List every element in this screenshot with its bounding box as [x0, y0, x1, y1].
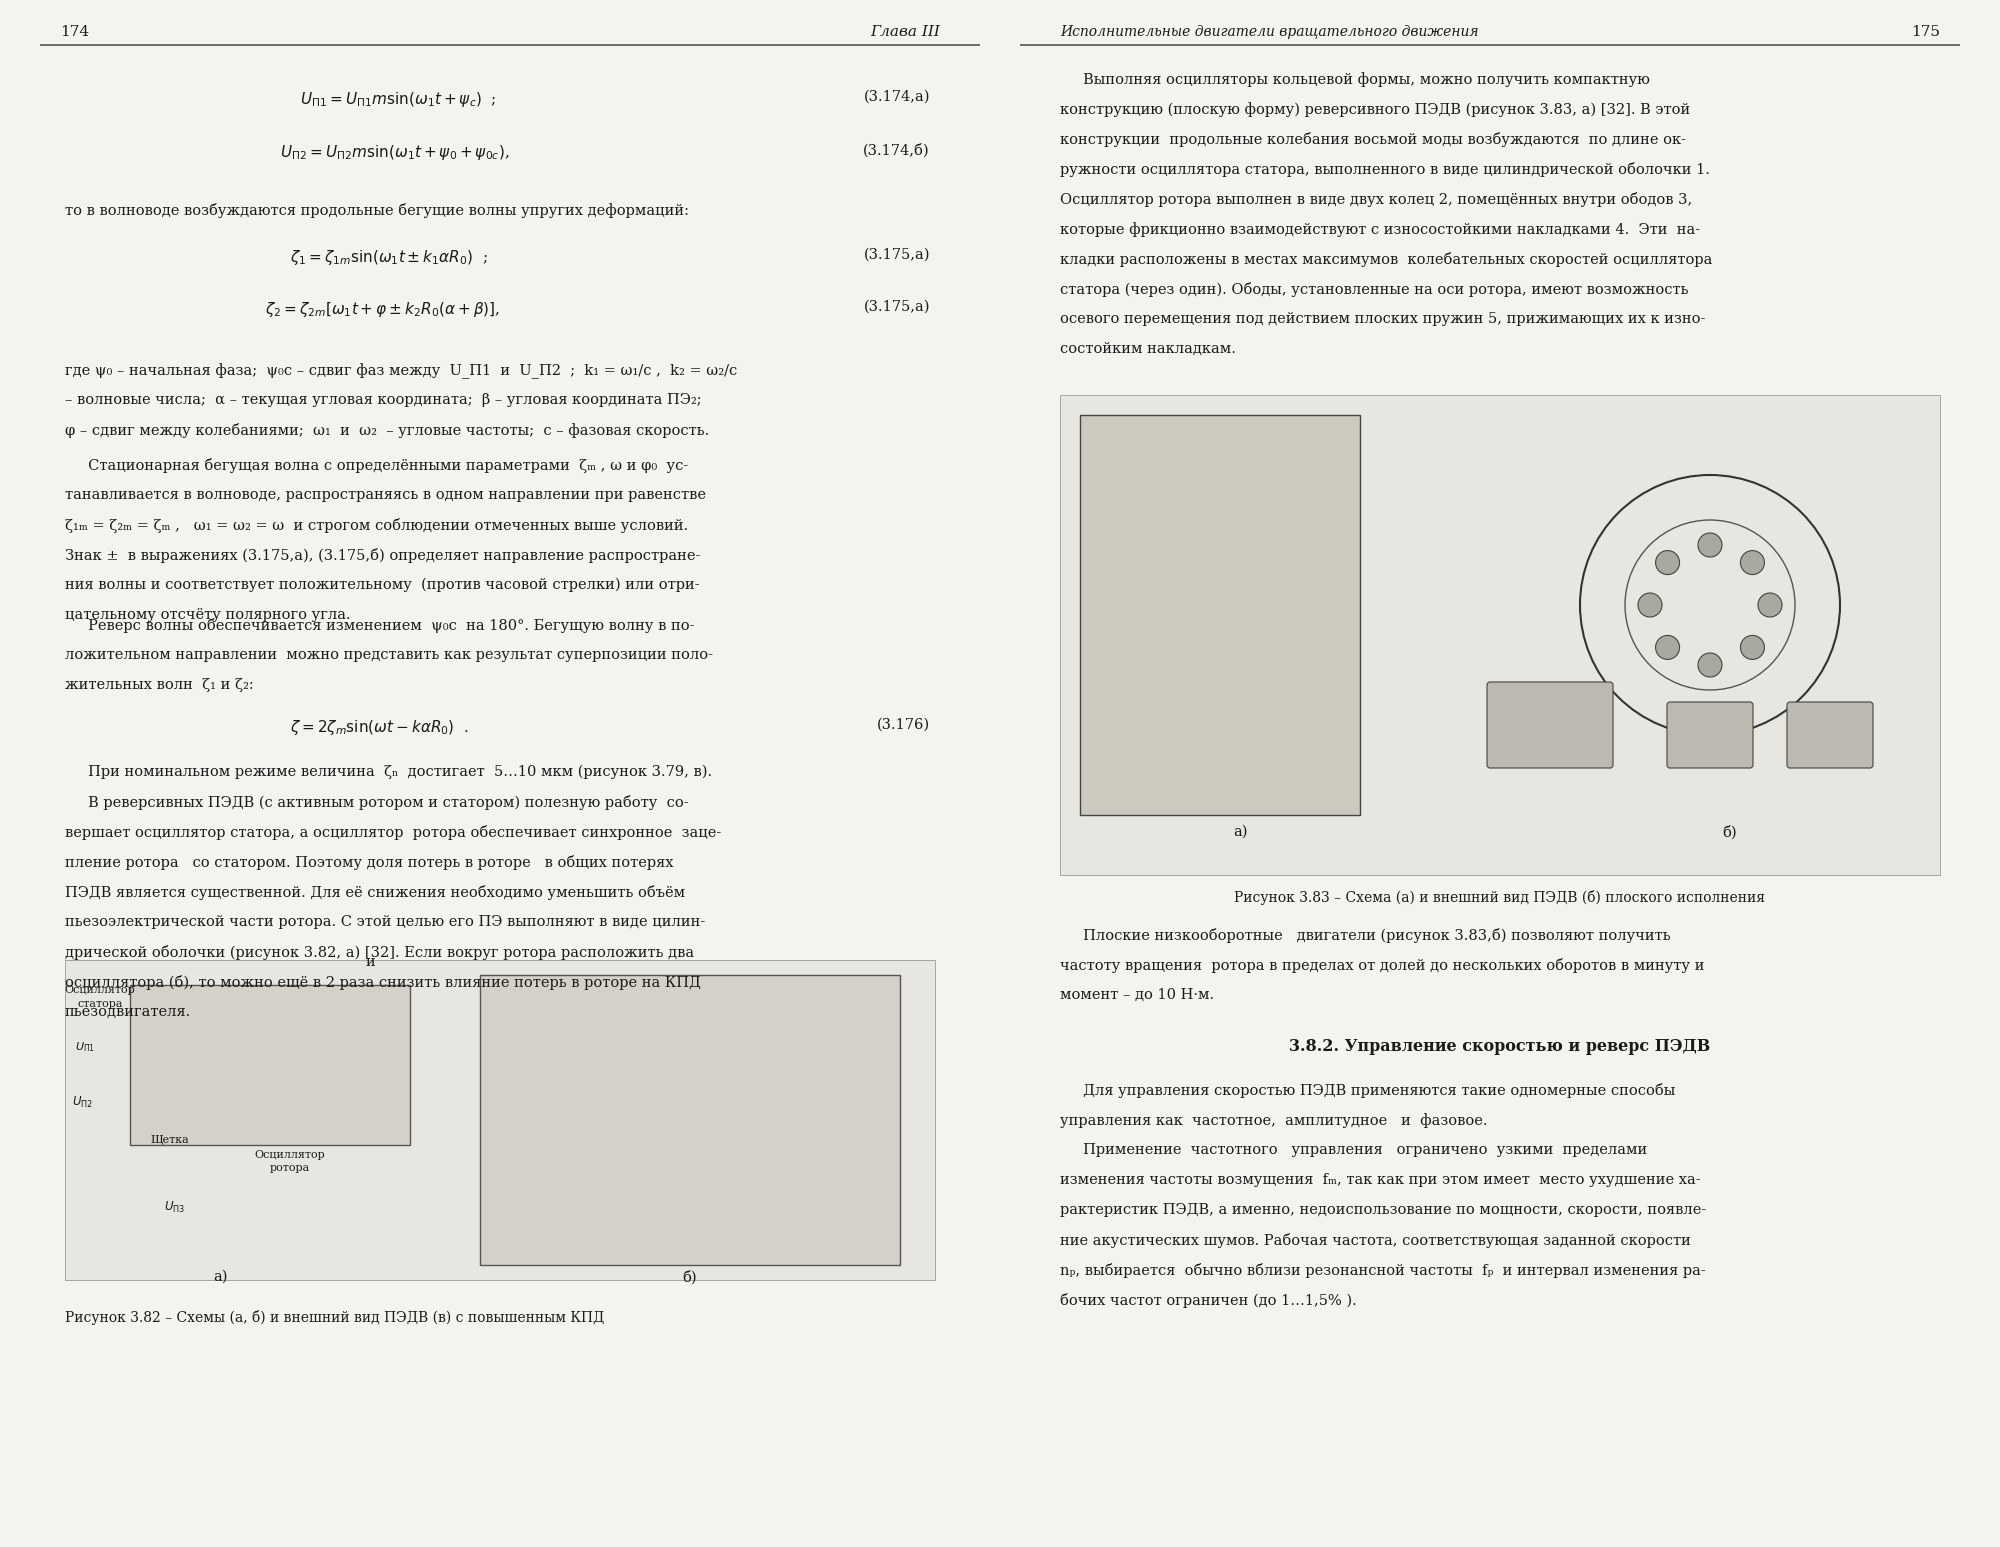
Circle shape [1656, 636, 1680, 659]
FancyBboxPatch shape [130, 985, 410, 1145]
Text: конструкции  продольные колебания восьмой моды возбуждаются  по длине ок-: конструкции продольные колебания восьмой… [1060, 131, 1686, 147]
Text: $U_{\Pi1}$: $U_{\Pi1}$ [74, 1040, 96, 1054]
Text: $\zeta = 2\zeta_m\sin(\omega t - k\alpha R_0)$  .: $\zeta = 2\zeta_m\sin(\omega t - k\alpha… [290, 718, 468, 736]
Text: вершает осциллятор статора, а осциллятор  ротора обеспечивает синхронное  заце-: вершает осциллятор статора, а осциллятор… [64, 825, 722, 840]
FancyBboxPatch shape [1080, 415, 1360, 815]
Text: а): а) [212, 1270, 228, 1284]
Text: б): б) [1722, 825, 1738, 840]
Text: пьезодвигателя.: пьезодвигателя. [64, 1006, 192, 1019]
Text: nₚ, выбирается  обычно вблизи резонансной частоты  fₚ  и интервал изменения ра-: nₚ, выбирается обычно вблизи резонансной… [1060, 1262, 1706, 1278]
Text: где ψ₀ – начальная фаза;  ψ₀с – сдвиг фаз между  U_П1  и  U_П2  ;  k₁ = ω₁/c ,  : где ψ₀ – начальная фаза; ψ₀с – сдвиг фаз… [64, 364, 738, 379]
Text: φ – сдвиг между колебаниями;  ω₁  и  ω₂  – угловые частоты;  c – фазовая скорост: φ – сдвиг между колебаниями; ω₁ и ω₂ – у… [64, 422, 710, 438]
Text: пьезоэлектрической части ротора. С этой целью его ПЭ выполняют в виде цилин-: пьезоэлектрической части ротора. С этой … [64, 914, 706, 930]
Text: танавливается в волноводе, распространяясь в одном направлении при равенстве: танавливается в волноводе, распространяя… [64, 487, 706, 501]
Text: Знак ±  в выражениях (3.175,а), (3.175,б) определяет направление распростране-: Знак ± в выражениях (3.175,а), (3.175,б)… [64, 548, 700, 563]
Text: бочих частот ограничен (до 1…1,5% ).: бочих частот ограничен (до 1…1,5% ). [1060, 1293, 1356, 1309]
Text: управления как  частотное,  амплитудное   и  фазовое.: управления как частотное, амплитудное и … [1060, 1112, 1488, 1128]
Text: а): а) [1232, 825, 1248, 838]
Text: (3.175,а): (3.175,а) [864, 300, 930, 314]
Text: частоту вращения  ротора в пределах от долей до нескольких оборотов в минуту и: частоту вращения ротора в пределах от до… [1060, 958, 1704, 973]
Text: В реверсивных ПЭДВ (с активным ротором и статором) полезную работу  со-: В реверсивных ПЭДВ (с активным ротором и… [64, 795, 688, 811]
Text: $U_{\Pi3}$: $U_{\Pi3}$ [164, 1200, 186, 1214]
Circle shape [1740, 551, 1764, 574]
Text: Применение  частотного   управления   ограничено  узкими  пределами: Применение частотного управления огранич… [1060, 1143, 1648, 1157]
Text: $U_{\Pi1} = U_{\Pi1}m\sin(\omega_1 t + \psi_c)$  ;: $U_{\Pi1} = U_{\Pi1}m\sin(\omega_1 t + \… [300, 90, 496, 108]
Text: Выполняя осцилляторы кольцевой формы, можно получить компактную: Выполняя осцилляторы кольцевой формы, мо… [1060, 73, 1650, 87]
Text: Исполнительные двигатели вращательного движения: Исполнительные двигатели вращательного д… [1060, 25, 1478, 39]
FancyBboxPatch shape [1788, 702, 1872, 767]
Text: 174: 174 [60, 25, 90, 39]
Circle shape [1638, 593, 1662, 617]
Text: (3.174,а): (3.174,а) [864, 90, 930, 104]
Text: и: и [366, 954, 374, 968]
FancyBboxPatch shape [480, 975, 900, 1265]
Text: Осциллятор: Осциллятор [254, 1149, 326, 1160]
Text: ротора: ротора [270, 1163, 310, 1173]
FancyBboxPatch shape [64, 961, 936, 1279]
Text: (3.175,а): (3.175,а) [864, 248, 930, 261]
Text: Стационарная бегущая волна с определёнными параметрами  ζₘ , ω и φ₀  ус-: Стационарная бегущая волна с определённы… [64, 458, 688, 473]
Text: $\zeta_2 = \zeta_{2m}[\omega_1 t + \varphi \pm k_2R_0(\alpha + \beta)]$,: $\zeta_2 = \zeta_{2m}[\omega_1 t + \varp… [264, 300, 500, 319]
Text: Для управления скоростью ПЭДВ применяются такие одномерные способы: Для управления скоростью ПЭДВ применяютс… [1060, 1083, 1676, 1098]
Text: Щетка: Щетка [150, 1135, 190, 1145]
Text: статора (через один). Ободы, установленные на оси ротора, имеют возможность: статора (через один). Ободы, установленн… [1060, 282, 1688, 297]
Text: осевого перемещения под действием плоских пружин 5, прижимающих их к изно-: осевого перемещения под действием плоски… [1060, 312, 1706, 326]
Text: кладки расположены в местах максимумов  колебательных скоростей осциллятора: кладки расположены в местах максимумов к… [1060, 252, 1712, 268]
Text: изменения частоты возмущения  fₘ, так как при этом имеет  место ухудшение ха-: изменения частоты возмущения fₘ, так как… [1060, 1173, 1700, 1187]
Circle shape [1656, 551, 1680, 574]
Text: которые фрикционно взаимодействуют с износостойкими накладками 4.  Эти  на-: которые фрикционно взаимодействуют с изн… [1060, 223, 1700, 237]
Text: $\zeta_1 = \zeta_{1m}\sin(\omega_1 t \pm k_1\alpha R_0)$  ;: $\zeta_1 = \zeta_{1m}\sin(\omega_1 t \pm… [290, 248, 488, 268]
Text: Глава III: Глава III [870, 25, 940, 39]
Text: Плоские низкооборотные   двигатели (рисунок 3.83,б) позволяют получить: Плоские низкооборотные двигатели (рисуно… [1060, 928, 1670, 944]
Text: то в волноводе возбуждаются продольные бегущие волны упругих деформаций:: то в волноводе возбуждаются продольные б… [64, 203, 688, 218]
Text: 3.8.2. Управление скоростью и реверс ПЭДВ: 3.8.2. Управление скоростью и реверс ПЭД… [1290, 1038, 1710, 1055]
FancyBboxPatch shape [1668, 702, 1752, 767]
Text: (3.174,б): (3.174,б) [864, 142, 930, 158]
Text: Рисунок 3.82 – Схемы (а, б) и внешний вид ПЭДВ (в) с повышенным КПД: Рисунок 3.82 – Схемы (а, б) и внешний ви… [64, 1310, 604, 1324]
Text: Реверс волны обеспечивается изменением  ψ₀с  на 180°. Бегущую волну в по-: Реверс волны обеспечивается изменением ψ… [64, 617, 694, 633]
Text: ния волны и соответствует положительному  (против часовой стрелки) или отри-: ния волны и соответствует положительному… [64, 579, 700, 593]
Text: – волновые числа;  α – текущая угловая координата;  β – угловая координата ПЭ₂;: – волновые числа; α – текущая угловая ко… [64, 393, 702, 407]
Circle shape [1698, 534, 1722, 557]
Text: осциллятора (б), то можно ещё в 2 раза снизить влияние потерь в роторе на КПД: осциллятора (б), то можно ещё в 2 раза с… [64, 975, 700, 990]
FancyBboxPatch shape [1060, 394, 1940, 876]
Text: (3.176): (3.176) [876, 718, 930, 732]
Text: жительных волн  ζ₁ и ζ₂:: жительных волн ζ₁ и ζ₂: [64, 678, 254, 692]
Text: ζ₁ₘ = ζ₂ₘ = ζₘ ,   ω₁ = ω₂ = ω  и строгом соблюдении отмеченных выше условий.: ζ₁ₘ = ζ₂ₘ = ζₘ , ω₁ = ω₂ = ω и строгом с… [64, 518, 688, 534]
Text: Рисунок 3.83 – Схема (а) и внешний вид ПЭДВ (б) плоского исполнения: Рисунок 3.83 – Схема (а) и внешний вид П… [1234, 890, 1766, 905]
Text: При номинальном режиме величина  ζₙ  достигает  5…10 мкм (рисунок 3.79, в).: При номинальном режиме величина ζₙ дости… [64, 766, 712, 780]
Text: ПЭДВ является существенной. Для её снижения необходимо уменьшить объём: ПЭДВ является существенной. Для её сниже… [64, 885, 686, 900]
Text: $U_{\Pi2}$: $U_{\Pi2}$ [72, 1095, 94, 1111]
Circle shape [1740, 636, 1764, 659]
FancyBboxPatch shape [1488, 682, 1612, 767]
Circle shape [1698, 653, 1722, 678]
Text: Осциллятор: Осциллятор [64, 985, 136, 995]
Text: конструкцию (плоскую форму) реверсивного ПЭДВ (рисунок 3.83, а) [32]. В этой: конструкцию (плоскую форму) реверсивного… [1060, 102, 1690, 118]
Text: 175: 175 [1912, 25, 1940, 39]
Text: момент – до 10 Н·м.: момент – до 10 Н·м. [1060, 989, 1214, 1002]
Text: цательному отсчёту полярного угла.: цательному отсчёту полярного угла. [64, 608, 350, 622]
Text: статора: статора [78, 999, 122, 1009]
Text: ние акустических шумов. Рабочая частота, соответствующая заданной скорости: ние акустических шумов. Рабочая частота,… [1060, 1233, 1690, 1248]
Text: состойким накладкам.: состойким накладкам. [1060, 342, 1236, 356]
Text: $U_{\Pi2} = U_{\Pi2}m\sin(\omega_1 t + \psi_0 + \psi_{0c})$,: $U_{\Pi2} = U_{\Pi2}m\sin(\omega_1 t + \… [280, 142, 510, 162]
Text: ложительном направлении  можно представить как результат суперпозиции поло-: ложительном направлении можно представит… [64, 648, 712, 662]
Text: Осциллятор ротора выполнен в виде двух колец 2, помещённых внутри ободов 3,: Осциллятор ротора выполнен в виде двух к… [1060, 192, 1692, 207]
Text: б): б) [682, 1270, 698, 1284]
Circle shape [1758, 593, 1782, 617]
Text: пление ротора   со статором. Поэтому доля потерь в роторе   в общих потерях: пление ротора со статором. Поэтому доля … [64, 855, 674, 869]
Text: дрической оболочки (рисунок 3.82, а) [32]. Если вокруг ротора расположить два: дрической оболочки (рисунок 3.82, а) [32… [64, 945, 694, 961]
Text: рактеристик ПЭДВ, а именно, недоиспользование по мощности, скорости, появле-: рактеристик ПЭДВ, а именно, недоиспользо… [1060, 1204, 1706, 1217]
Text: ружности осциллятора статора, выполненного в виде цилиндрической оболочки 1.: ружности осциллятора статора, выполненно… [1060, 162, 1710, 176]
